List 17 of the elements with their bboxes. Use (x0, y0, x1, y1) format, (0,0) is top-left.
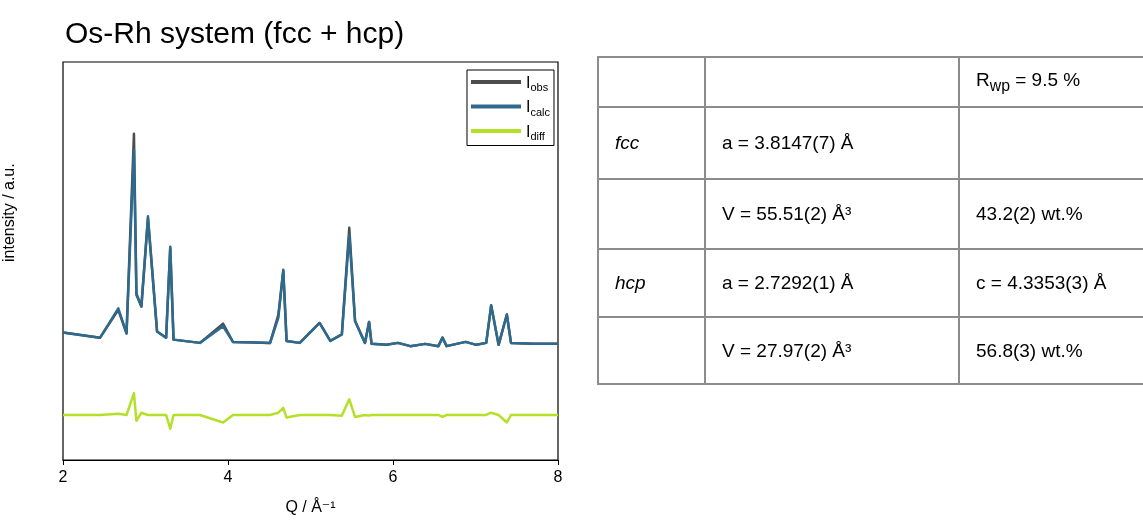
text: a = 2.7292(1) Å (722, 272, 854, 293)
text: 56.8(3) wt.% (976, 339, 1083, 361)
text: fcc (615, 132, 640, 153)
text: V = 55.51(2) Å³ (722, 203, 852, 224)
text: a = 3.8147(7) Å (722, 132, 854, 153)
text: R$_{wp}$ = 9.5 % (976, 69, 1081, 94)
chart-title: Os-Rh system (fcc + hcp) (65, 15, 405, 49)
x-tick-label: 8 (553, 467, 563, 485)
text: 43.2(2) wt.% (976, 203, 1083, 224)
text: c = 4.3353(3) Å (976, 272, 1107, 293)
x-tick-label: 4 (223, 467, 233, 485)
y-axis-title: intensity / a.u. (0, 163, 17, 262)
x-tick-label: 2 (58, 467, 68, 485)
x-axis-title: Q / Å⁻¹ (285, 496, 336, 515)
text: hcp (615, 272, 646, 293)
text: V = 27.97(2) Å³ (722, 339, 852, 361)
x-tick-label: 6 (388, 467, 398, 485)
